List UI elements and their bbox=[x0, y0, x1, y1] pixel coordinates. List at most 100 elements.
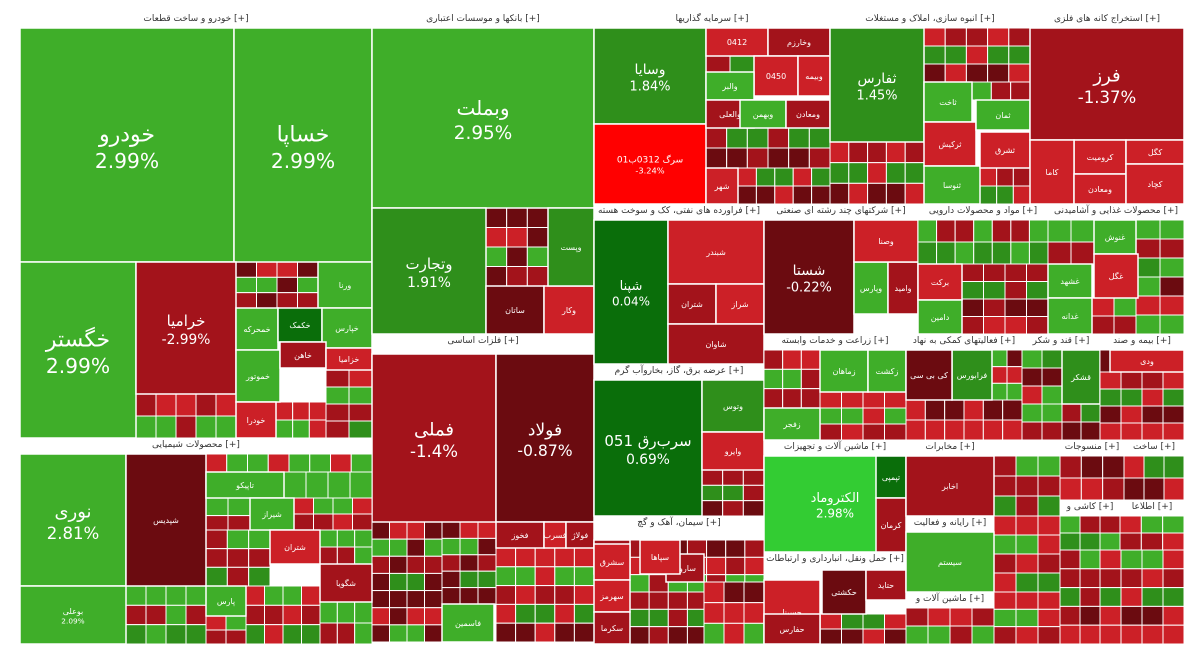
filler-tile[interactable] bbox=[319, 546, 338, 565]
filler-tile[interactable] bbox=[135, 393, 157, 417]
symbol-tile[interactable]: وپست bbox=[547, 207, 595, 287]
filler-tile[interactable] bbox=[495, 603, 517, 624]
symbol-tile[interactable]: وبیمه bbox=[797, 55, 831, 97]
filler-tile[interactable] bbox=[348, 386, 373, 405]
filler-tile[interactable] bbox=[982, 399, 1004, 421]
sector-header[interactable]: قند و شکر [+] bbox=[1022, 334, 1100, 346]
filler-tile[interactable] bbox=[301, 624, 321, 645]
filler-tile[interactable] bbox=[554, 622, 575, 643]
filler-tile[interactable] bbox=[944, 399, 965, 421]
filler-tile[interactable] bbox=[247, 453, 269, 473]
filler-tile[interactable] bbox=[800, 368, 821, 390]
filler-tile[interactable] bbox=[1059, 532, 1081, 551]
filler-tile[interactable] bbox=[884, 423, 907, 441]
filler-tile[interactable] bbox=[746, 147, 769, 169]
filler-tile[interactable] bbox=[1099, 587, 1122, 607]
symbol-tile[interactable]: زفجر bbox=[763, 407, 821, 441]
filler-tile[interactable] bbox=[905, 607, 929, 627]
filler-tile[interactable] bbox=[336, 601, 356, 624]
filler-tile[interactable] bbox=[1099, 605, 1122, 626]
filler-tile[interactable] bbox=[808, 147, 831, 169]
filler-tile[interactable] bbox=[1162, 587, 1185, 607]
filler-tile[interactable] bbox=[703, 622, 725, 645]
filler-tile[interactable] bbox=[923, 45, 946, 65]
filler-tile[interactable] bbox=[867, 182, 887, 205]
filler-tile[interactable] bbox=[145, 604, 167, 626]
filler-tile[interactable] bbox=[1120, 388, 1143, 407]
filler-tile[interactable] bbox=[1037, 534, 1061, 555]
filler-tile[interactable] bbox=[1141, 605, 1164, 626]
symbol-tile[interactable]: 0412 bbox=[705, 27, 769, 57]
filler-tile[interactable] bbox=[1002, 399, 1023, 421]
filler-tile[interactable] bbox=[1091, 297, 1115, 317]
filler-tile[interactable] bbox=[1099, 624, 1122, 645]
sector-header[interactable]: محصولات غذایی و آشامیدنی [+] bbox=[1048, 204, 1184, 216]
filler-tile[interactable] bbox=[949, 625, 973, 645]
filler-tile[interactable] bbox=[1141, 371, 1164, 390]
filler-tile[interactable] bbox=[1141, 388, 1164, 407]
filler-tile[interactable] bbox=[763, 349, 784, 370]
filler-tile[interactable] bbox=[292, 401, 310, 421]
filler-tile[interactable] bbox=[987, 63, 1010, 83]
filler-tile[interactable] bbox=[125, 624, 147, 645]
filler-tile[interactable] bbox=[944, 419, 965, 441]
filler-tile[interactable] bbox=[267, 453, 290, 473]
filler-tile[interactable] bbox=[226, 566, 250, 587]
filler-tile[interactable] bbox=[961, 298, 984, 317]
filler-tile[interactable] bbox=[292, 419, 310, 439]
symbol-tile[interactable]: سرب‌رق 051 0.69% bbox=[593, 379, 703, 517]
filler-tile[interactable] bbox=[993, 495, 1017, 517]
filler-tile[interactable] bbox=[819, 423, 842, 441]
filler-tile[interactable] bbox=[506, 246, 528, 267]
filler-tile[interactable] bbox=[389, 624, 408, 643]
filler-tile[interactable] bbox=[993, 455, 1017, 477]
filler-tile[interactable] bbox=[782, 349, 802, 370]
symbol-tile[interactable]: دامین bbox=[917, 299, 963, 335]
symbol-tile[interactable]: حکشتی bbox=[821, 569, 867, 615]
filler-tile[interactable] bbox=[477, 554, 497, 572]
filler-tile[interactable] bbox=[1079, 568, 1101, 589]
filler-tile[interactable] bbox=[755, 167, 776, 187]
filler-tile[interactable] bbox=[185, 624, 207, 645]
filler-tile[interactable] bbox=[701, 500, 724, 517]
filler-tile[interactable] bbox=[526, 207, 549, 228]
filler-tile[interactable] bbox=[1159, 257, 1185, 278]
filler-tile[interactable] bbox=[1041, 403, 1063, 423]
filler-tile[interactable] bbox=[788, 147, 810, 169]
symbol-tile[interactable]: ورنا bbox=[317, 261, 373, 309]
filler-tile[interactable] bbox=[248, 529, 271, 550]
symbol-tile[interactable]: زماهان bbox=[819, 349, 869, 393]
sector-header[interactable]: کاشی و [+] bbox=[1060, 500, 1120, 512]
filler-tile[interactable] bbox=[1079, 549, 1101, 570]
filler-tile[interactable] bbox=[297, 276, 319, 294]
filler-tile[interactable] bbox=[701, 484, 724, 502]
filler-tile[interactable] bbox=[1123, 477, 1145, 501]
symbol-tile[interactable]: سکرما bbox=[593, 611, 631, 645]
filler-tile[interactable] bbox=[917, 241, 938, 265]
filler-tile[interactable] bbox=[215, 393, 237, 417]
filler-tile[interactable] bbox=[973, 219, 993, 243]
filler-tile[interactable] bbox=[744, 556, 765, 576]
filler-tile[interactable] bbox=[325, 386, 350, 405]
filler-tile[interactable] bbox=[936, 241, 956, 265]
filler-tile[interactable] bbox=[884, 628, 907, 645]
filler-tile[interactable] bbox=[459, 521, 479, 539]
filler-tile[interactable] bbox=[1162, 422, 1185, 441]
filler-tile[interactable] bbox=[885, 162, 906, 184]
filler-tile[interactable] bbox=[301, 604, 321, 626]
filler-tile[interactable] bbox=[725, 539, 746, 558]
filler-tile[interactable] bbox=[348, 420, 373, 439]
filler-tile[interactable] bbox=[1008, 27, 1031, 47]
filler-tile[interactable] bbox=[905, 625, 929, 645]
symbol-tile[interactable]: فاسمین bbox=[441, 603, 495, 643]
filler-tile[interactable] bbox=[1162, 371, 1185, 390]
filler-tile[interactable] bbox=[1012, 185, 1031, 205]
filler-tile[interactable] bbox=[884, 613, 907, 630]
filler-tile[interactable] bbox=[1015, 591, 1039, 610]
symbol-tile[interactable]: ساتان bbox=[485, 285, 545, 335]
sector-header[interactable]: فعالیتهای کمکی به نهاد [+] bbox=[906, 334, 1022, 346]
filler-tile[interactable] bbox=[1162, 549, 1185, 570]
sector-header[interactable]: ماشین آلات و [+] bbox=[906, 592, 994, 604]
filler-tile[interactable] bbox=[235, 261, 257, 278]
